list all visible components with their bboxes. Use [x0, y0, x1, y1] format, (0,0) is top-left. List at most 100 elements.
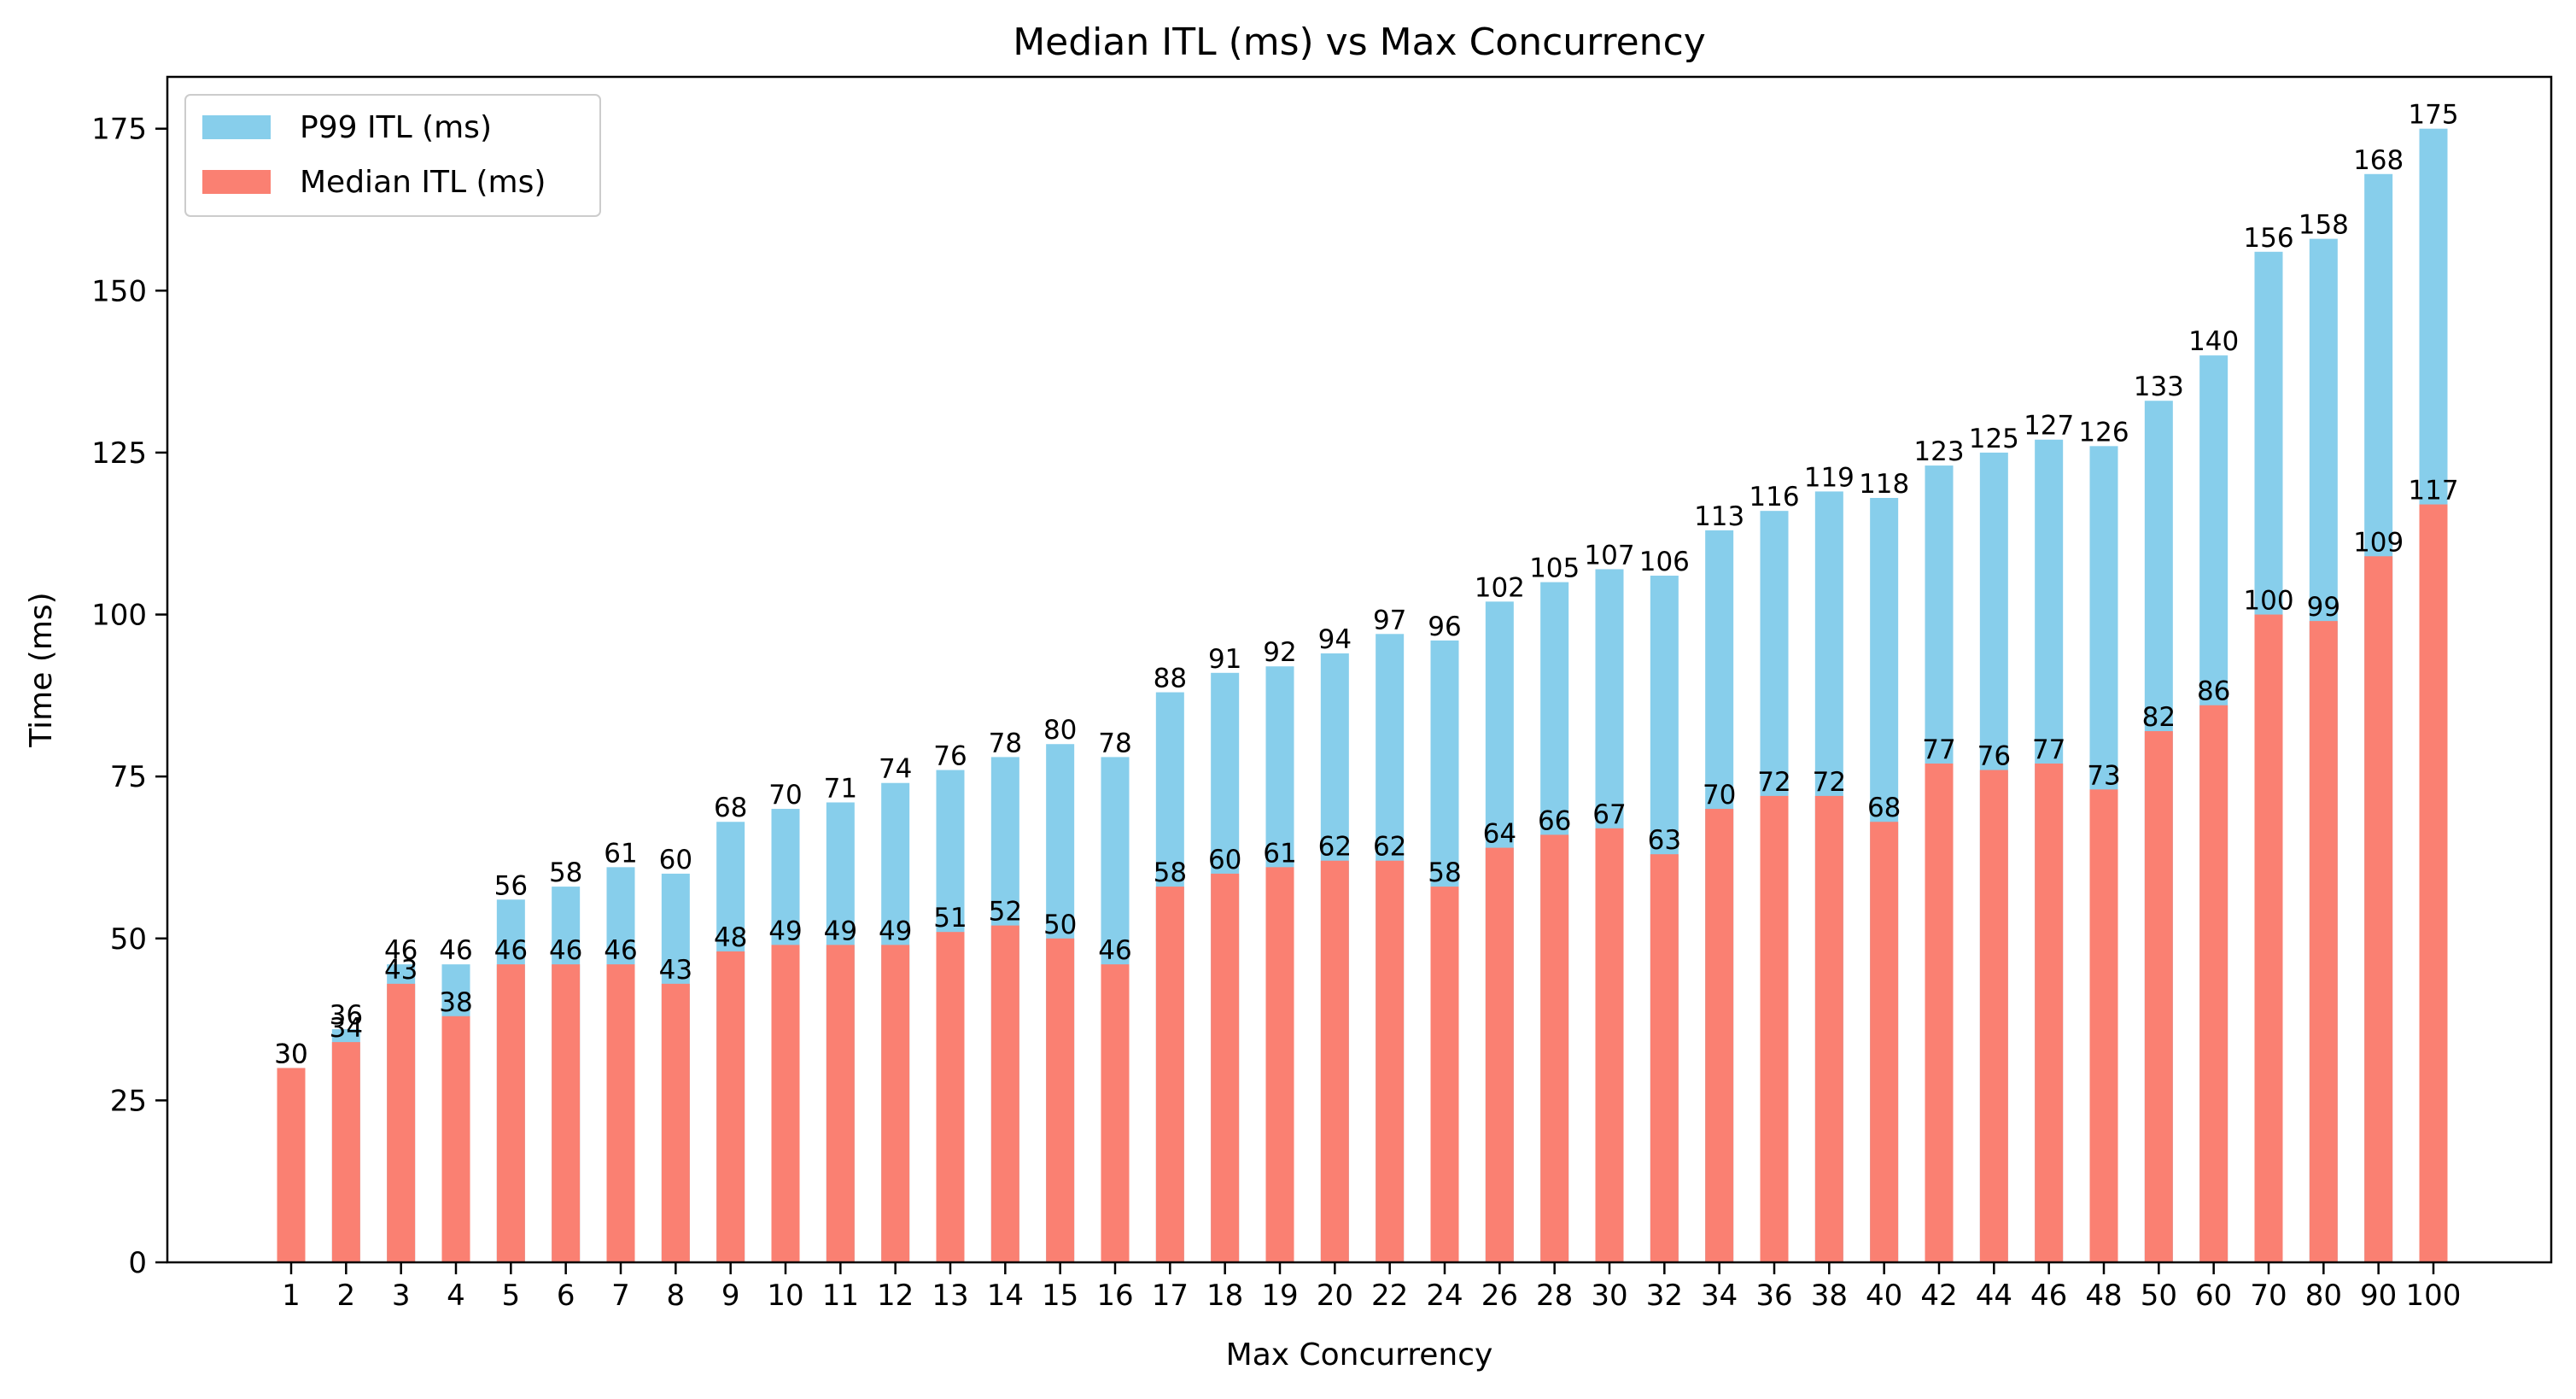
data-label-median-34: 70 [1703, 780, 1736, 811]
data-label-median-50: 82 [2142, 702, 2176, 733]
data-label-median-24: 58 [1428, 858, 1461, 888]
x-tick-label-48: 48 [2085, 1279, 2122, 1313]
y-tick-label: 75 [110, 760, 147, 794]
data-label-median-1: 30 [274, 1039, 307, 1069]
axes-frame [166, 75, 2553, 1264]
data-label-median-100: 117 [2408, 476, 2458, 506]
x-tick-label-3: 3 [392, 1279, 411, 1313]
data-label-median-22: 62 [1373, 832, 1406, 863]
data-label-median-6: 46 [549, 935, 582, 966]
bar-median-9 [716, 951, 745, 1262]
bar-median-60 [2199, 705, 2228, 1262]
x-tick-label-24: 24 [1426, 1279, 1463, 1313]
data-label-median-42: 77 [1922, 735, 1955, 765]
data-label-p99-24: 96 [1428, 612, 1461, 642]
bar-median-38 [1814, 795, 1843, 1262]
x-tick-label-30: 30 [1591, 1279, 1627, 1313]
bar-median-30 [1595, 828, 1624, 1262]
x-tick-label-34: 34 [1701, 1279, 1738, 1313]
chart-title: Median ITL (ms) vs Max Concurrency [1013, 20, 1706, 64]
x-tick-label-60: 60 [2195, 1279, 2232, 1313]
bar-median-36 [1760, 795, 1789, 1262]
x-tick-label-18: 18 [1206, 1279, 1243, 1313]
data-label-median-19: 61 [1263, 838, 1296, 869]
legend-swatch-0 [202, 115, 271, 139]
data-label-p99-19: 92 [1263, 637, 1296, 668]
data-label-median-12: 49 [879, 916, 912, 946]
data-label-median-90: 109 [2353, 527, 2404, 558]
data-label-p99-5: 56 [494, 870, 528, 901]
data-label-p99-13: 76 [933, 741, 967, 772]
data-label-p99-2: 36 [330, 1000, 363, 1031]
bar-median-11 [826, 945, 855, 1262]
data-label-median-38: 72 [1813, 767, 1846, 798]
data-label-p99-34: 113 [1694, 501, 1744, 532]
data-label-median-13: 51 [933, 903, 967, 934]
data-label-p99-3: 46 [384, 935, 418, 966]
x-tick-label-80: 80 [2305, 1279, 2342, 1313]
bar-median-42 [1925, 763, 1954, 1262]
data-label-p99-7: 61 [604, 838, 637, 869]
data-label-median-11: 49 [824, 916, 857, 946]
y-tick-label: 150 [91, 274, 147, 308]
data-label-p99-50: 133 [2134, 372, 2184, 402]
data-label-median-17: 58 [1154, 858, 1187, 888]
data-label-p99-60: 140 [2188, 326, 2239, 357]
bar-median-16 [1101, 964, 1130, 1262]
data-label-p99-16: 78 [1098, 728, 1131, 758]
data-label-p99-10: 70 [768, 780, 802, 811]
bar-median-24 [1430, 887, 1459, 1262]
legend: P99 ITL (ms) Median ITL (ms) [184, 94, 601, 217]
x-tick-label-17: 17 [1152, 1279, 1189, 1313]
data-label-median-16: 46 [1098, 935, 1131, 966]
bar-median-100 [2419, 504, 2448, 1262]
y-axis-label: Time (ms) [24, 592, 59, 747]
data-label-p99-15: 80 [1043, 715, 1077, 746]
data-label-median-15: 50 [1043, 910, 1077, 940]
bar-median-12 [881, 945, 910, 1262]
data-label-p99-100: 175 [2408, 100, 2458, 131]
data-label-median-5: 46 [494, 935, 528, 966]
data-label-p99-6: 58 [549, 858, 582, 888]
data-label-median-32: 63 [1648, 825, 1681, 856]
bar-median-15 [1046, 938, 1075, 1262]
x-tick-label-12: 12 [877, 1279, 914, 1313]
x-tick-label-8: 8 [667, 1279, 686, 1313]
x-tick-label-20: 20 [1317, 1279, 1353, 1313]
x-tick-label-100: 100 [2406, 1279, 2462, 1313]
bar-median-46 [2035, 763, 2064, 1262]
y-tick-label: 175 [91, 113, 147, 147]
bar-median-90 [2364, 556, 2393, 1262]
legend-label-0: P99 ITL (ms) [300, 110, 492, 145]
data-label-median-4: 38 [439, 987, 472, 1018]
data-label-p99-8: 60 [659, 845, 692, 875]
x-tick-label-9: 9 [721, 1279, 740, 1313]
data-label-p99-28: 105 [1529, 553, 1580, 584]
bar-median-6 [552, 964, 581, 1262]
data-label-p99-20: 94 [1318, 624, 1352, 655]
y-tick-label: 0 [128, 1246, 147, 1280]
data-label-p99-38: 119 [1804, 462, 1855, 493]
bar-median-2 [331, 1042, 360, 1262]
bar-median-5 [496, 964, 525, 1262]
bar-median-8 [661, 983, 690, 1262]
data-label-median-28: 66 [1538, 805, 1571, 836]
x-tick-label-50: 50 [2141, 1279, 2177, 1313]
x-tick-label-40: 40 [1866, 1279, 1902, 1313]
data-label-median-46: 77 [2032, 735, 2065, 765]
bar-median-40 [1870, 822, 1899, 1262]
bar-median-4 [441, 1016, 470, 1262]
y-tick-label: 25 [110, 1084, 147, 1118]
data-label-p99-14: 78 [989, 728, 1022, 758]
x-tick-label-19: 19 [1261, 1279, 1298, 1313]
bar-median-28 [1540, 834, 1569, 1262]
bar-median-3 [387, 983, 416, 1262]
bar-median-1 [277, 1068, 306, 1262]
data-label-p99-90: 168 [2353, 145, 2404, 176]
series-1 [277, 504, 2448, 1262]
bar-median-70 [2254, 614, 2283, 1262]
data-label-p99-18: 91 [1208, 644, 1241, 675]
data-label-median-2: 34 [330, 1013, 363, 1044]
data-label-p99-17: 88 [1154, 664, 1187, 694]
